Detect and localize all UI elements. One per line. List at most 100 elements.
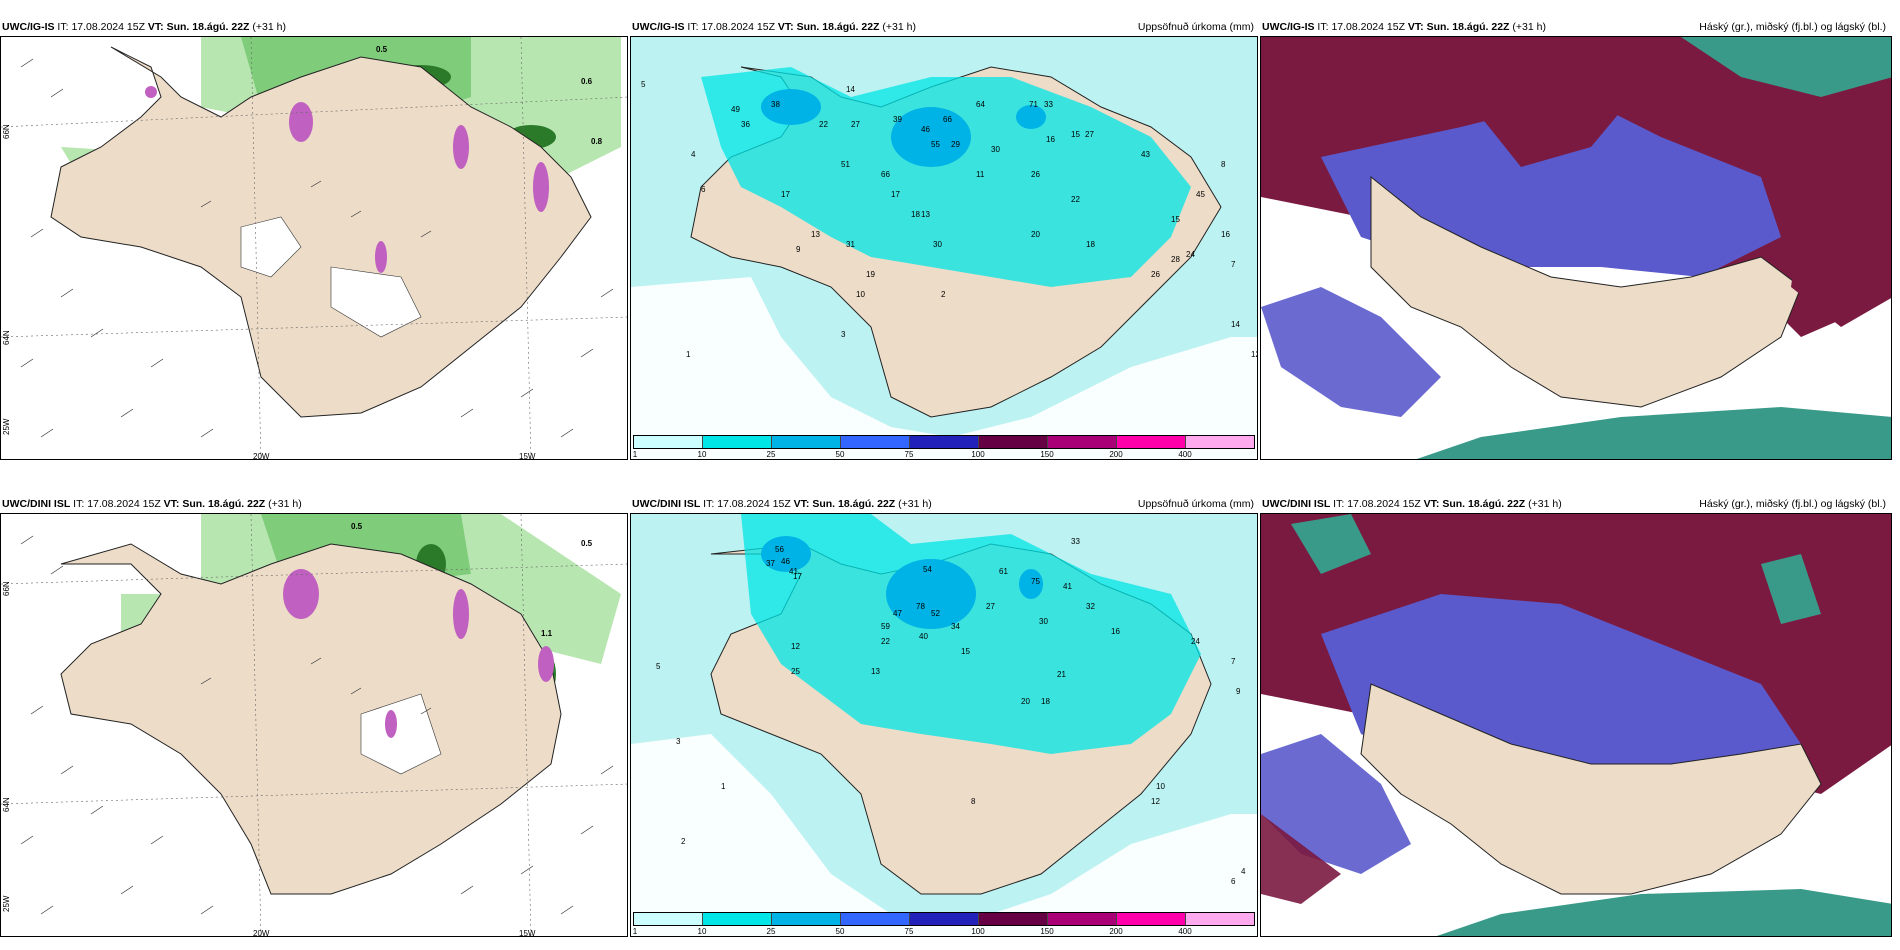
legend-tick: 10 — [697, 927, 707, 936]
precip-blue-area — [761, 536, 811, 572]
legend-swatch — [634, 913, 703, 925]
legend-swatch — [979, 436, 1048, 448]
precip-value: 33 — [1044, 100, 1053, 109]
precip-value: 66 — [881, 170, 890, 179]
white-sea-area — [631, 734, 1257, 936]
legend-swatch — [634, 436, 703, 448]
cloud-high-area — [1261, 814, 1341, 904]
legend-tick: 100 — [971, 927, 985, 936]
vt-label: VT: — [147, 21, 164, 33]
it-label: IT: — [1333, 498, 1345, 510]
precip-blue-area — [891, 107, 971, 167]
vt-label: VT: — [1407, 21, 1424, 33]
precip-value: 22 — [881, 637, 890, 646]
map-panel-cloud-top — [1260, 36, 1892, 460]
precip-value: 10 — [1156, 782, 1165, 791]
legend-tick: 200 — [1109, 927, 1123, 936]
precip-legend-ticks-top: 1 10 25 50 75 100 150 200 400 — [633, 450, 1255, 459]
cloud-low-area — [1761, 554, 1821, 624]
legend-swatch — [841, 436, 910, 448]
snow-blob — [283, 569, 319, 619]
lon-label-25w: 25W — [2, 418, 11, 435]
precip-value: 2 — [681, 837, 686, 846]
precip-value: 27 — [986, 602, 995, 611]
cloud-map-top — [1261, 37, 1891, 459]
precip-blue-area — [1019, 569, 1043, 599]
precip-value: 27 — [851, 120, 860, 129]
panel-header-cloud-top: UWC/IG-IS IT: 17.08.2024 15Z VT: Sun. 18… — [1262, 21, 1889, 36]
precip-legend-ticks-bottom: 1 10 25 50 75 100 150 200 400 — [633, 927, 1255, 936]
precip-value: 34 — [951, 622, 960, 631]
precip-value: 5 — [656, 662, 661, 671]
lon-label-15w: 15W — [519, 929, 536, 937]
vt-value: Sun. 18.ágú. 22Z — [166, 21, 250, 33]
it-value: 17.08.2024 15Z — [87, 498, 161, 510]
vt-value: Sun. 18.ágú. 22Z — [1426, 21, 1510, 33]
precip-value: 13 — [921, 210, 930, 219]
precip-value: 40 — [919, 632, 928, 641]
cloud-low-area — [1416, 407, 1891, 459]
precip-value: 22 — [1071, 195, 1080, 204]
precip-value: 4 — [691, 150, 696, 159]
white-glacier — [240, 216, 302, 278]
vt-label: VT: — [1423, 498, 1440, 510]
precip-cyan-area — [701, 67, 1191, 287]
snow-blob — [289, 102, 313, 142]
precip-legend-bottom — [633, 912, 1255, 926]
precip-value: 2 — [941, 290, 946, 299]
cloud-low-area — [1681, 37, 1891, 97]
precip-values: 38 33 27 14 22 27 39 46 55 66 64 71 29 3… — [641, 80, 1257, 359]
precip-value: 49 — [731, 105, 740, 114]
lat-label-64n: 64N — [2, 330, 11, 345]
it-label: IT: — [703, 498, 715, 510]
wind-map-top — [1, 37, 627, 459]
precip-title: Uppsöfnuð úrkoma (mm) — [1137, 21, 1254, 33]
precip-value: 11 — [976, 170, 985, 179]
legend-tick: 25 — [766, 450, 776, 459]
cloud-map-bottom — [1261, 514, 1891, 936]
precip-value: 17 — [793, 572, 802, 581]
vt-label: VT: — [163, 498, 180, 510]
legend-tick: 150 — [1040, 450, 1054, 459]
legend-tick: 10 — [697, 450, 707, 459]
legend-swatch — [703, 436, 772, 448]
precip-blue-area — [761, 89, 821, 125]
legend-swatch — [1048, 436, 1117, 448]
precip-value: 26 — [1031, 170, 1040, 179]
precip-map-top: 38 33 27 14 22 27 39 46 55 66 64 71 29 3… — [631, 66, 1257, 459]
lead-time: (+31 h) — [1528, 498, 1562, 510]
iceland-land — [60, 543, 562, 895]
wind-value-label: 0.5 — [581, 539, 593, 548]
map-panel-precip-top: 38 33 27 14 22 27 39 46 55 66 64 71 29 3… — [630, 36, 1258, 460]
precip-value: 16 — [1046, 135, 1055, 144]
precip-value: 43 — [1141, 150, 1150, 159]
cloud-title: Háský (gr.), miðský (fj.bl.) og lágský (… — [1699, 498, 1886, 510]
it-value: 17.08.2024 15Z — [717, 498, 791, 510]
legend-swatch — [1117, 913, 1186, 925]
iceland-land — [1370, 175, 1802, 408]
cloud-high-area — [1791, 168, 1891, 327]
precip-value: 22 — [819, 120, 828, 129]
precip-value: 13 — [871, 667, 880, 676]
vt-value: Sun. 18.ágú. 22Z — [812, 498, 896, 510]
snow-blob — [453, 125, 469, 169]
precip-value: 78 — [916, 602, 925, 611]
precip-title: Uppsöfnuð úrkoma (mm) — [1137, 498, 1254, 510]
cloud-mid-area — [1261, 287, 1441, 417]
precip-value: 16 — [1221, 230, 1230, 239]
precip-value: 32 — [1086, 602, 1095, 611]
vt-value: Sun. 18.ágú. 22Z — [796, 21, 880, 33]
precip-value: 18 — [1041, 697, 1050, 706]
precip-value: 21 — [1057, 670, 1066, 679]
precip-value: 39 — [893, 115, 902, 124]
wind-barbs — [20, 58, 614, 438]
precip-value: 38 — [771, 100, 780, 109]
model-name: UWC/DINI ISL — [2, 498, 71, 510]
precip-value: 9 — [1236, 687, 1241, 696]
wind-value-label: 1.1 — [541, 629, 553, 638]
precip-value: 14 — [846, 85, 855, 94]
precip-value: 6 — [1231, 877, 1236, 886]
precip-value: 30 — [933, 240, 942, 249]
precip-value: 8 — [1221, 160, 1226, 169]
panel-header-wind-bottom: UWC/DINI ISL IT: 17.08.2024 15Z VT: Sun.… — [2, 498, 622, 513]
